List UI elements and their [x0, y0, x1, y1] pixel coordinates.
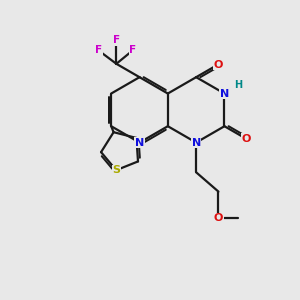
- Text: O: O: [214, 213, 223, 224]
- Text: F: F: [113, 35, 120, 45]
- Text: F: F: [129, 45, 136, 56]
- Text: H: H: [235, 80, 243, 90]
- Text: N: N: [220, 88, 229, 98]
- Text: O: O: [242, 134, 251, 144]
- Text: S: S: [112, 165, 120, 175]
- Text: O: O: [213, 59, 223, 70]
- Text: F: F: [95, 45, 102, 56]
- Text: N: N: [191, 138, 201, 148]
- Text: N: N: [135, 138, 144, 148]
